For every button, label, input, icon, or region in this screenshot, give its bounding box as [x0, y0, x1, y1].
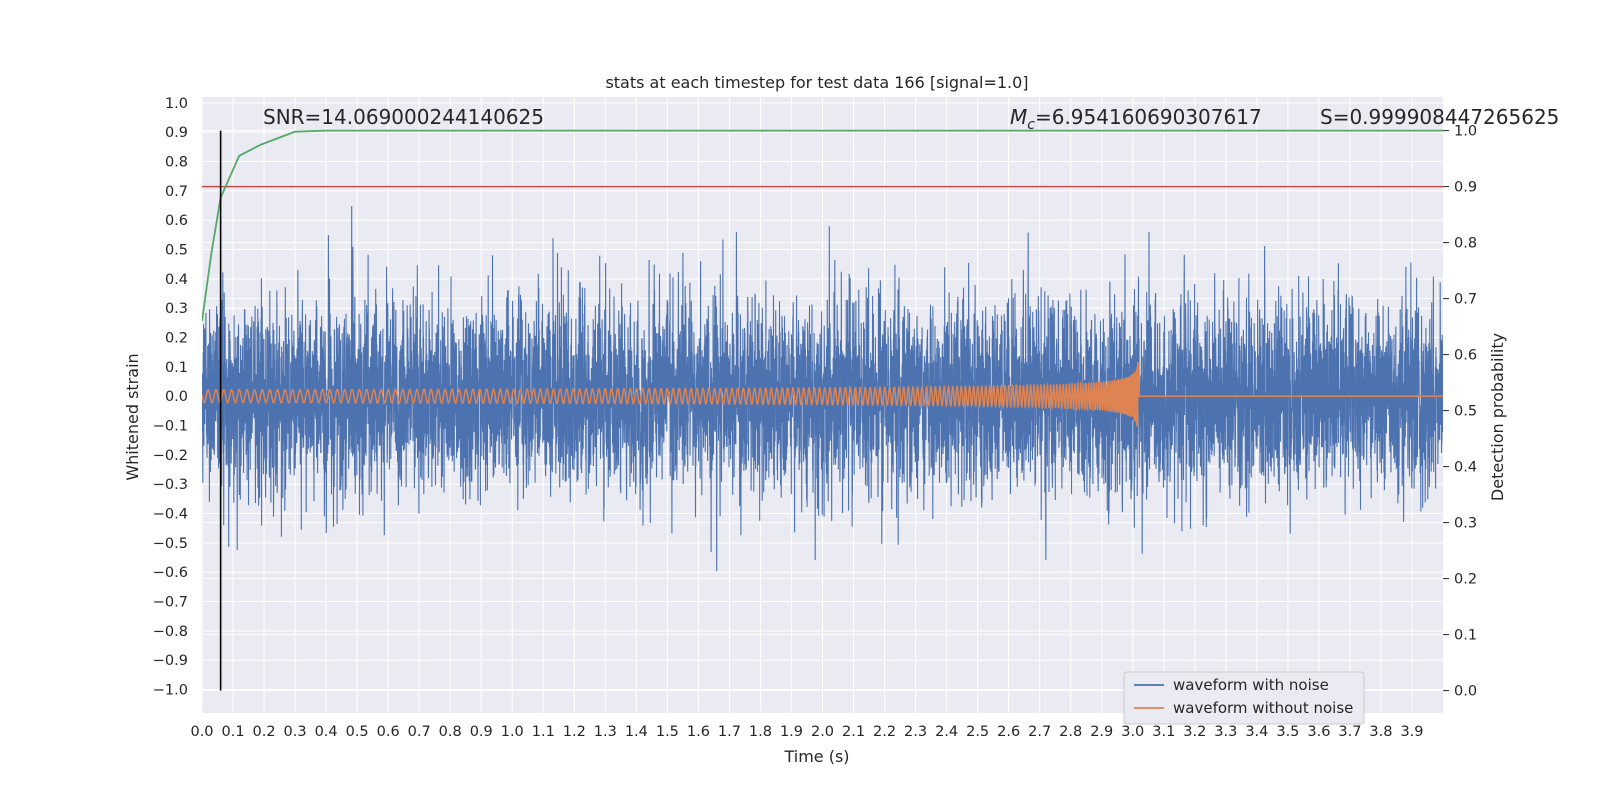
x-tick-label: 0.2 [253, 724, 276, 740]
y-tick-label: 0.7 [165, 184, 188, 200]
x-tick-label: 1.5 [656, 724, 679, 740]
y-axis-label: Whitened strain [123, 353, 142, 480]
plot-content [202, 129, 1443, 691]
y-tick-label: −0.7 [153, 595, 188, 611]
x-tick-label: 2.5 [966, 724, 989, 740]
y-tick-label: 0.1 [165, 360, 188, 376]
x-tick-label: 3.2 [1183, 724, 1206, 740]
x-tick-label: 1.0 [501, 724, 524, 740]
y-tick-label: −0.8 [153, 624, 188, 640]
y-tick-label: 0.0 [165, 389, 188, 405]
x-tick-label: 3.4 [1245, 724, 1268, 740]
x-tick-label: 2.9 [1090, 724, 1113, 740]
y-tick-label: 0.9 [165, 125, 188, 141]
y-tick-label: 0.6 [165, 213, 188, 229]
x-tick-label: 0.5 [346, 724, 369, 740]
x-tick-label: 0.6 [377, 724, 400, 740]
chirp-mass-value: =6.954160690307617 [1035, 105, 1262, 129]
y2-tick-label: 0.4 [1454, 460, 1477, 476]
x-tick-label: 3.9 [1400, 724, 1423, 740]
y-tick-label: 0.8 [165, 155, 188, 171]
legend-box [1123, 671, 1365, 725]
y2-axis-label: Detection probability [1488, 333, 1507, 501]
y-tick-label: 0.4 [165, 272, 188, 288]
x-tick-label: 0.0 [190, 724, 213, 740]
x-tick-label: 2.6 [997, 724, 1020, 740]
y-tick-label: −0.6 [153, 565, 188, 581]
y2-tick-label: 0.5 [1454, 404, 1477, 420]
x-tick-label: 3.3 [1214, 724, 1237, 740]
x-tick-label: 0.4 [315, 724, 338, 740]
y2-tick-label: 0.2 [1454, 572, 1477, 588]
x-tick-label: 3.7 [1338, 724, 1361, 740]
chirp-mass-annotation: Mc=6.954160690307617 [1010, 105, 1262, 133]
y2-tick-label: 0.6 [1454, 348, 1477, 364]
y2-tick-label: 1.0 [1454, 124, 1477, 140]
x-tick-label: 3.5 [1276, 724, 1299, 740]
x-tick-label: 0.8 [439, 724, 462, 740]
y2-tick-label: 0.9 [1454, 180, 1477, 196]
x-tick-label: 1.8 [749, 724, 772, 740]
x-axis-label: Time (s) [783, 747, 849, 766]
x-tick-label: 1.7 [718, 724, 741, 740]
y-tick-label: −0.5 [153, 536, 188, 552]
x-tick-label: 1.3 [594, 724, 617, 740]
detection-probability-line [202, 129, 1443, 322]
y2-tick-label: 0.1 [1454, 628, 1477, 644]
x-tick-label: 1.1 [532, 724, 555, 740]
x-tick-label: 2.1 [842, 724, 865, 740]
y2-tick-label: 0.8 [1454, 236, 1477, 252]
x-tick-label: 2.8 [1059, 724, 1082, 740]
y-tick-label: −0.3 [153, 477, 188, 493]
x-tick-label: 0.1 [221, 724, 244, 740]
x-tick-label: 3.0 [1121, 724, 1144, 740]
x-tick-label: 3.1 [1152, 724, 1175, 740]
y-tick-label: −0.4 [153, 507, 188, 523]
y-tick-label: 1.0 [165, 96, 188, 112]
x-tick-label: 3.6 [1307, 724, 1330, 740]
y2-tick-label: 0.3 [1454, 516, 1477, 532]
legend: waveform with noise waveform without noi… [1123, 671, 1365, 725]
clean-waveform-line [202, 362, 1443, 427]
y-tick-label: 0.2 [165, 331, 188, 347]
snr-annotation: SNR=14.069000244140625 [263, 105, 544, 129]
y2-tick-label: 0.0 [1454, 684, 1477, 700]
x-tick-label: 2.7 [1028, 724, 1051, 740]
x-axis-ticks: 0.0 0.1 0.2 0.3 0.4 0.5 0.6 0.7 0.8 0.9 1.0 1.1 1.2 1… [190, 724, 1423, 740]
x-tick-label: 0.7 [408, 724, 431, 740]
x-tick-label: 2.3 [904, 724, 927, 740]
x-tick-label: 3.8 [1369, 724, 1392, 740]
legend-label-clean: waveform without noise [1173, 699, 1353, 717]
significance-annotation: S=0.999908447265625 [1320, 105, 1559, 129]
y-tick-label: −0.2 [153, 448, 188, 464]
x-tick-label: 2.2 [873, 724, 896, 740]
y-tick-label: −0.1 [153, 419, 188, 435]
chirp-mass-symbol: M [1010, 105, 1027, 129]
x-tick-label: 1.6 [687, 724, 710, 740]
y2-tick-label: 0.7 [1454, 292, 1477, 308]
chart-title: stats at each timestep for test data 166… [605, 73, 1028, 92]
y-tick-label: 0.5 [165, 243, 188, 259]
y2-axis-ticks: 1.0 0.9 0.8 0.7 0.6 0.5 0.4 0.3 0.2 0.1 0.0 [1443, 124, 1477, 700]
x-tick-label: 1.4 [625, 724, 648, 740]
x-tick-label: 0.9 [470, 724, 493, 740]
x-tick-label: 0.3 [284, 724, 307, 740]
y-tick-label: 0.3 [165, 301, 188, 317]
legend-label-noise: waveform with noise [1173, 676, 1329, 694]
y-axis-ticks: 1.0 0.9 0.8 0.7 0.6 0.5 0.4 0.3 0.2 0.1 0.0 −0.1 −0.… [153, 96, 188, 699]
x-tick-label: 1.2 [563, 724, 586, 740]
x-tick-label: 2.4 [935, 724, 958, 740]
y-tick-label: −0.9 [153, 653, 188, 669]
y-tick-label: −1.0 [153, 683, 188, 699]
x-tick-label: 1.9 [780, 724, 803, 740]
x-tick-label: 2.0 [811, 724, 834, 740]
chirp-mass-subscript: c [1027, 117, 1035, 133]
